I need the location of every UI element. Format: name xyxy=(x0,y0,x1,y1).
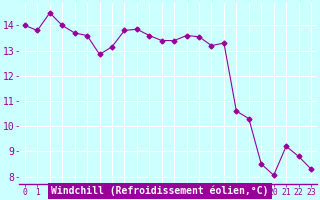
Text: Windchill (Refroidissement éolien,°C): Windchill (Refroidissement éolien,°C) xyxy=(51,186,269,196)
